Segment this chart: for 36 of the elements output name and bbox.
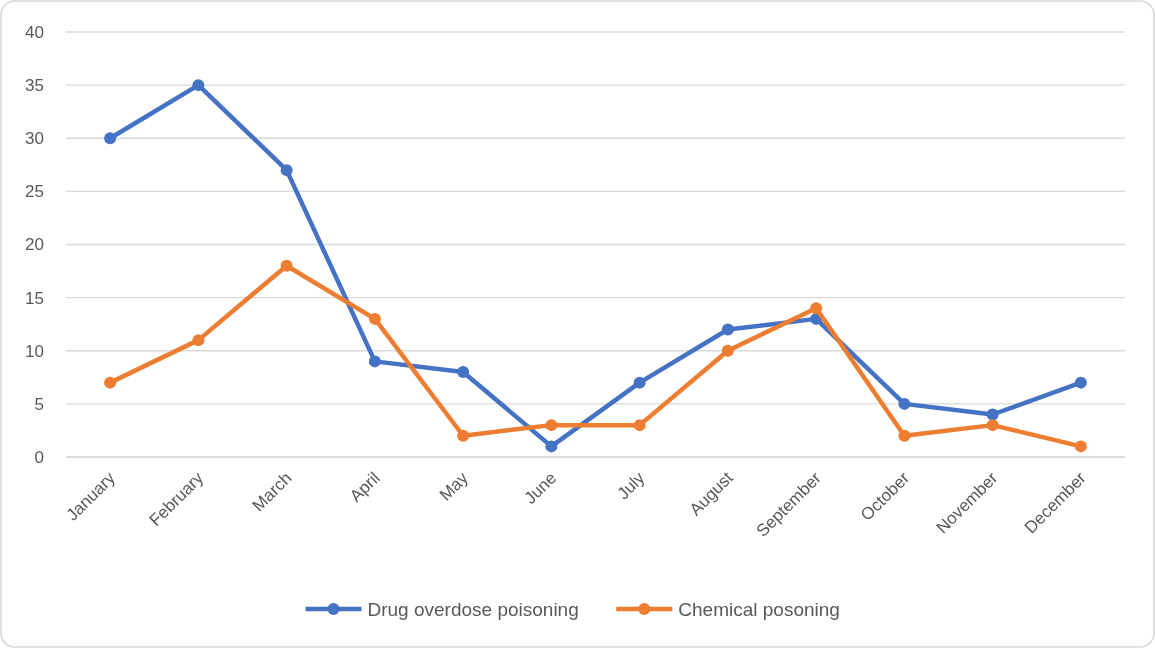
point xyxy=(545,419,558,432)
point xyxy=(368,312,381,325)
y-tick-label: 5 xyxy=(34,394,44,414)
y-tick-label: 15 xyxy=(25,288,44,308)
point xyxy=(104,132,117,145)
point xyxy=(810,302,823,315)
point xyxy=(721,323,734,336)
point xyxy=(633,419,646,432)
point xyxy=(545,440,558,453)
point xyxy=(192,334,205,347)
point xyxy=(898,429,911,442)
y-tick-label: 40 xyxy=(25,22,44,42)
y-tick-label: 25 xyxy=(25,182,44,202)
point xyxy=(633,376,646,389)
point xyxy=(986,419,999,432)
point xyxy=(986,408,999,421)
point xyxy=(104,376,117,389)
y-tick-label: 0 xyxy=(34,447,44,467)
point xyxy=(721,344,734,357)
point xyxy=(898,397,911,410)
point xyxy=(280,259,293,272)
point xyxy=(1074,376,1087,389)
legend-label: Chemical posoning xyxy=(678,598,840,620)
y-tick-label: 30 xyxy=(25,129,44,149)
point xyxy=(457,366,470,378)
point xyxy=(1074,440,1087,453)
point xyxy=(457,429,470,442)
y-tick-label: 10 xyxy=(25,341,44,361)
x-tick-label: July xyxy=(613,468,649,504)
point xyxy=(280,164,293,177)
y-tick-label: 20 xyxy=(25,235,44,255)
x-tick-label: May xyxy=(435,468,473,505)
y-tick-label: 35 xyxy=(25,76,44,96)
point xyxy=(368,355,381,368)
legend-label: Drug overdose poisoning xyxy=(367,598,579,620)
point xyxy=(192,79,205,92)
